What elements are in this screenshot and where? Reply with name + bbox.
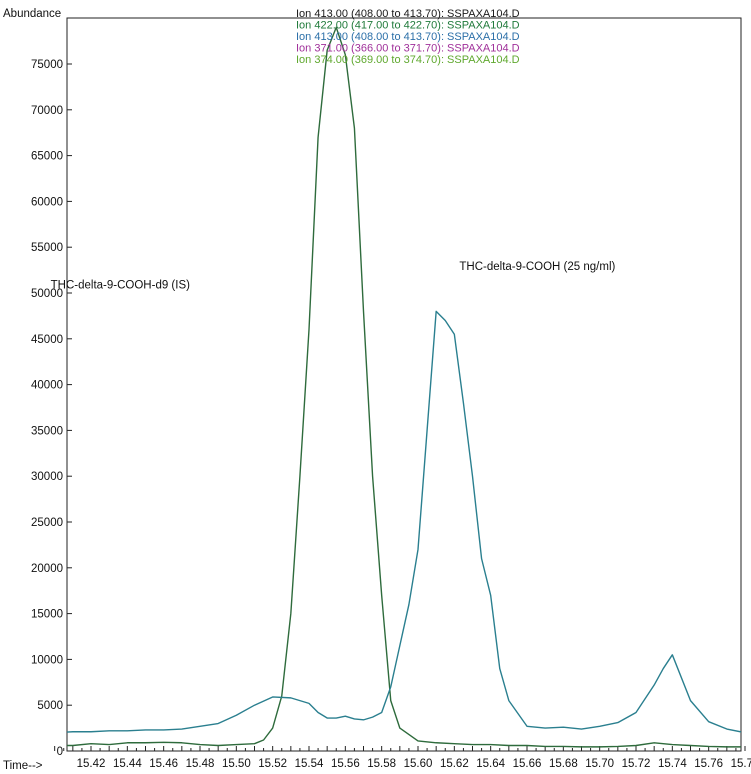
- legend-entry: Ion 422.00 (417.00 to 422.70): SSPAXA104…: [296, 20, 520, 32]
- y-tick-label: 25000: [31, 517, 63, 529]
- x-tick-label: 15.66: [513, 758, 542, 770]
- peak-annotation: THC-delta-9-COOH (25 ng/ml): [459, 261, 615, 273]
- x-tick-label: 15.58: [367, 758, 396, 770]
- x-tick-label: 15.70: [585, 758, 614, 770]
- y-tick-label: 30000: [31, 471, 63, 483]
- x-tick-label: 15.60: [404, 758, 433, 770]
- plot-frame: [66, 17, 742, 752]
- y-tick-label: 65000: [31, 151, 63, 163]
- series-layer: [67, 26, 741, 748]
- x-axis: 15.42 15.44 15.46 15.48 15.50 15.52 15.54 15.56…: [54, 746, 751, 770]
- series-line-1: [67, 310, 741, 733]
- legend-entry: Ion 371.00 (366.00 to 371.70): SSPAXA104…: [296, 43, 520, 55]
- y-tick-label: 5000: [37, 700, 63, 712]
- legend-entry: Ion 374.00 (369.00 to 374.70): SSPAXA104…: [296, 54, 520, 66]
- y-tick-label: 0: [57, 746, 63, 758]
- x-tick-label: 15.44: [113, 758, 142, 770]
- y-axis-title: Abundance: [3, 8, 61, 20]
- y-tick-label: 50000: [31, 288, 63, 300]
- y-tick-label: 10000: [31, 654, 63, 666]
- x-tick-label: 15.48: [186, 758, 215, 770]
- x-tick-label: 15.46: [149, 758, 178, 770]
- y-tick-label: 55000: [31, 242, 63, 254]
- x-tick-label: 15.52: [258, 758, 287, 770]
- x-tick-label: 15.78: [731, 758, 751, 770]
- legend-entry: Ion 413.00 (408.00 to 413.70): SSPAXA104…: [296, 31, 520, 43]
- series-line-0: [67, 26, 741, 748]
- x-tick-label: 15.62: [440, 758, 469, 770]
- peak-annotation: THC-delta-9-COOH-d9 (IS): [51, 279, 190, 291]
- x-tick-label: 15.74: [658, 758, 687, 770]
- x-tick-label: 15.54: [295, 758, 324, 770]
- x-tick-label: 15.64: [476, 758, 505, 770]
- x-tick-label: 15.72: [622, 758, 651, 770]
- legend: Ion 413.00 (408.00 to 413.70): SSPAXA104…: [296, 8, 520, 66]
- y-tick-label: 40000: [31, 380, 63, 392]
- x-tick-label: 15.56: [331, 758, 360, 770]
- x-tick-label: 15.76: [694, 758, 723, 770]
- y-tick-label: 35000: [31, 425, 63, 437]
- y-tick-label: 45000: [31, 334, 63, 346]
- y-tick-label: 20000: [31, 563, 63, 575]
- peak-annotations: THC-delta-9-COOH-d9 (IS) THC-delta-9-COOH…: [51, 261, 616, 291]
- x-tick-label: 15.42: [77, 758, 106, 770]
- x-tick-label: 15.68: [549, 758, 578, 770]
- y-tick-label: 60000: [31, 196, 63, 208]
- y-tick-label: 70000: [31, 105, 63, 117]
- y-axis: 0 5000 10000 15000 20000 25000 30000 35000 40000…: [31, 59, 72, 758]
- x-tick-label: 15.50: [222, 758, 251, 770]
- x-axis-title: Time-->: [3, 760, 43, 772]
- y-tick-label: 75000: [31, 59, 63, 71]
- y-tick-label: 15000: [31, 609, 63, 621]
- legend-entry: Ion 413.00 (408.00 to 413.70): SSPAXA104…: [296, 8, 520, 20]
